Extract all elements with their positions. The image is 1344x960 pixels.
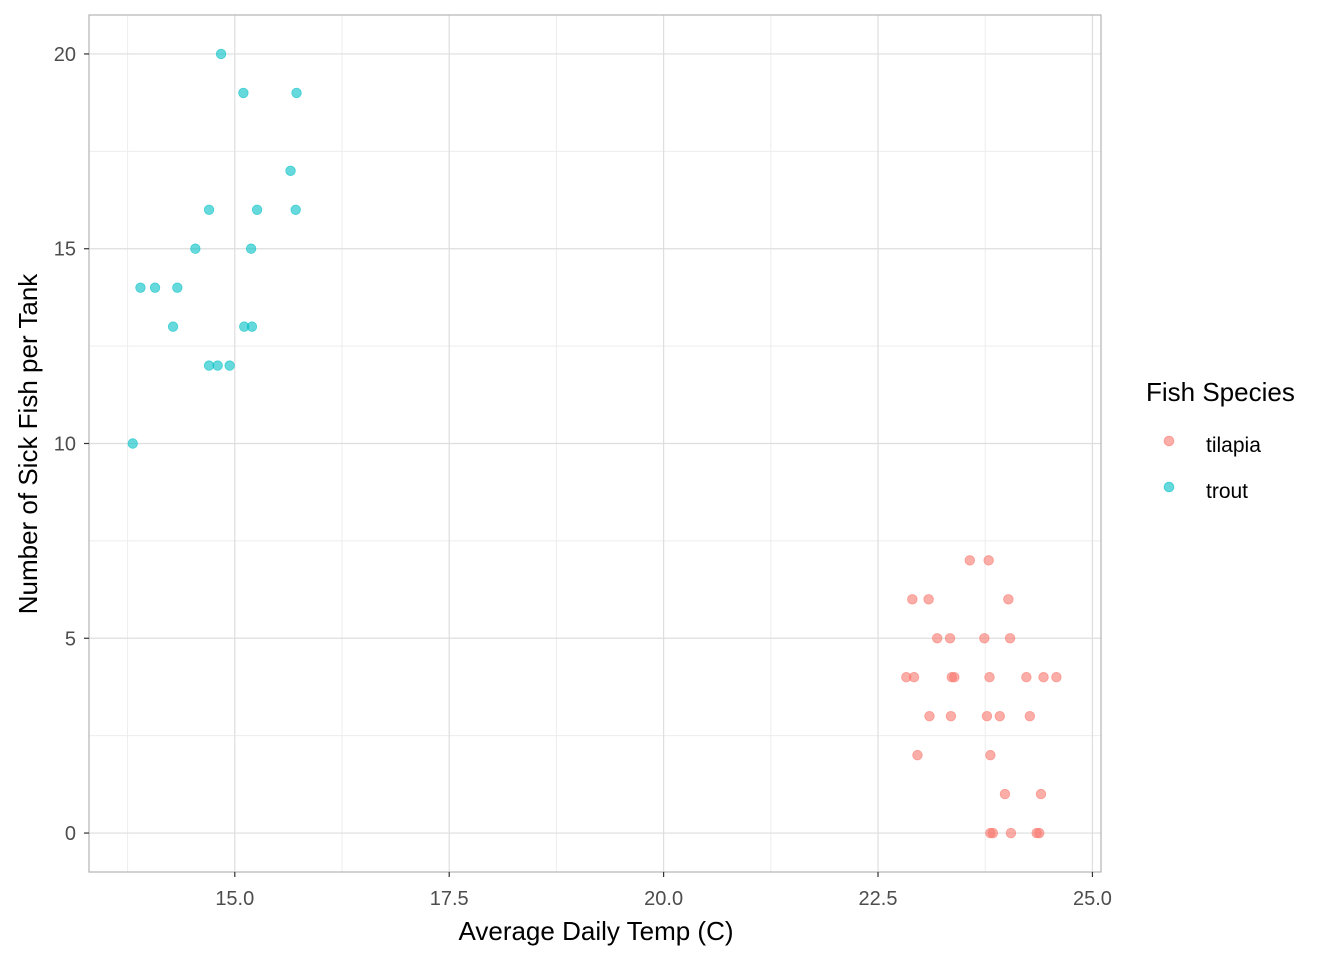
y-tick-label: 0 xyxy=(65,823,76,845)
tilapia-point xyxy=(1051,672,1062,683)
tilapia-point xyxy=(981,710,993,722)
legend-title: Fish Species xyxy=(1146,377,1295,407)
y-tick-label: 20 xyxy=(54,44,76,66)
tilapia-point xyxy=(949,672,960,683)
tilapia-point xyxy=(908,672,920,683)
trout-point xyxy=(245,243,257,254)
tilapia-point xyxy=(1024,710,1036,722)
tilapia-point xyxy=(987,827,999,839)
tilapia-point xyxy=(994,710,1006,722)
legend: Fish Species tilapia trout xyxy=(1146,377,1295,503)
trout-point xyxy=(172,282,183,293)
tilapia-point xyxy=(1035,788,1047,800)
legend-key-trout xyxy=(1163,481,1175,493)
trout-point xyxy=(291,87,302,99)
trout-point xyxy=(246,321,258,332)
tilapia-point xyxy=(985,749,996,761)
trout-point xyxy=(190,243,201,254)
tilapia-point xyxy=(1038,672,1049,683)
trout-point xyxy=(212,360,223,371)
legend-label-trout: trout xyxy=(1206,480,1248,503)
tilapia-point xyxy=(984,672,995,683)
tilapia-point xyxy=(1034,827,1045,839)
x-axis-title: Average Daily Temp (C) xyxy=(458,916,733,946)
major-gridlines xyxy=(89,15,1101,872)
trout-point xyxy=(127,438,138,449)
trout-point xyxy=(215,48,227,60)
x-tick-label: 25.0 xyxy=(1073,888,1112,910)
tilapia-point xyxy=(1005,827,1017,839)
legend-key-tilapia xyxy=(1163,435,1175,447)
trout-point xyxy=(149,282,161,293)
y-tick-label: 10 xyxy=(54,434,76,456)
trout-point xyxy=(290,204,301,215)
trout-point xyxy=(167,321,179,332)
y-tick-label: 15 xyxy=(54,239,76,261)
tilapia-point xyxy=(944,633,956,644)
trout-point xyxy=(224,360,235,371)
tilapia-point xyxy=(1004,633,1016,644)
data-points xyxy=(127,48,1062,839)
x-tick-label: 22.5 xyxy=(859,888,898,910)
legend-label-tilapia: tilapia xyxy=(1206,434,1261,457)
trout-point xyxy=(238,87,249,99)
trout-point xyxy=(203,204,215,215)
trout-point xyxy=(135,282,146,293)
trout-point xyxy=(251,204,263,215)
tilapia-point xyxy=(1021,672,1032,683)
x-tick-label: 20.0 xyxy=(644,888,683,910)
tilapia-point xyxy=(912,749,923,761)
tilapia-point xyxy=(923,594,934,605)
trout-point xyxy=(285,165,296,177)
y-tick-label: 5 xyxy=(65,628,76,650)
y-axis-title: Number of Sick Fish per Tank xyxy=(13,273,43,615)
x-axis-ticks: 15.0 17.5 20.0 22.5 25.0 xyxy=(215,872,1112,910)
tilapia-point xyxy=(983,555,994,566)
x-tick-label: 15.0 xyxy=(215,888,254,910)
trout-point xyxy=(203,360,215,371)
tilapia-point xyxy=(979,633,990,644)
tilapia-point xyxy=(999,788,1011,800)
x-tick-label: 17.5 xyxy=(430,888,469,910)
tilapia-point xyxy=(964,555,975,566)
y-axis-ticks: 0 5 10 15 20 xyxy=(54,44,89,845)
tilapia-point xyxy=(931,633,943,644)
tilapia-point xyxy=(1003,594,1014,605)
tilapia-point xyxy=(907,594,918,605)
tilapia-point xyxy=(945,710,957,722)
tilapia-point xyxy=(924,710,935,722)
